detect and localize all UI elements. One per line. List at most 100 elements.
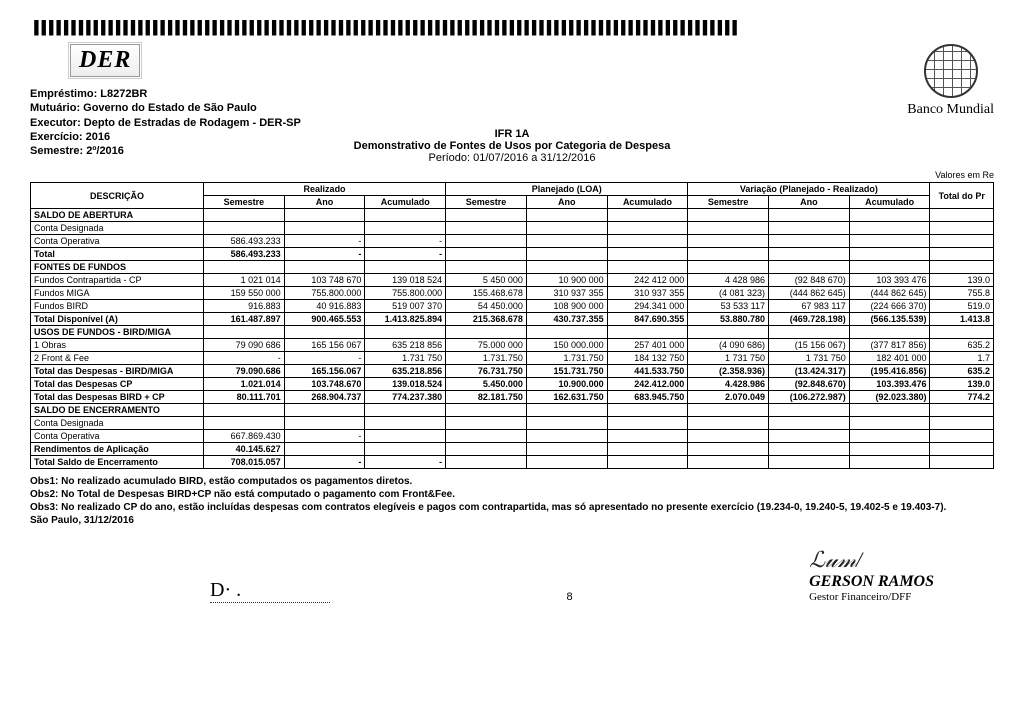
row-label: Conta Operativa	[31, 235, 204, 248]
note-2: Obs2: No Total de Despesas BIRD+CP não e…	[30, 488, 994, 501]
cell: (106.272.987)	[769, 391, 850, 404]
cell	[203, 261, 284, 274]
cell	[849, 248, 930, 261]
cell: 151.731.750	[526, 365, 607, 378]
cell	[203, 222, 284, 235]
cell: 268.904.737	[284, 391, 365, 404]
table-row: Total Saldo de Encerramento708.015.057--	[31, 456, 994, 469]
table-row: Fundos Contrapartida - CP1 021 014103 74…	[31, 274, 994, 287]
cell: (13.424.317)	[769, 365, 850, 378]
cell	[607, 430, 688, 443]
cell	[688, 261, 769, 274]
table-row: USOS DE FUNDOS - BIRD/MIGA	[31, 326, 994, 339]
cell	[688, 430, 769, 443]
cell	[930, 417, 994, 430]
cell	[365, 326, 446, 339]
cell	[769, 456, 850, 469]
cell: (444 862 645)	[769, 287, 850, 300]
table-row: 1 Obras79 090 686165 156 067635 218 8567…	[31, 339, 994, 352]
row-label: Fundos BIRD	[31, 300, 204, 313]
table-row: Total das Despesas CP1.021.014103.748.67…	[31, 378, 994, 391]
cell	[849, 456, 930, 469]
cell	[688, 404, 769, 417]
cell: -	[365, 235, 446, 248]
cell	[203, 417, 284, 430]
cell: 40 916.883	[284, 300, 365, 313]
table-row: FONTES DE FUNDOS	[31, 261, 994, 274]
table-row: 2 Front & Fee--1.731 7501.731.7501.731.7…	[31, 352, 994, 365]
cell: 103 748 670	[284, 274, 365, 287]
cell: 139.018.524	[365, 378, 446, 391]
notes-block: Obs1: No realizado acumulado BIRD, estão…	[30, 475, 994, 527]
cell	[930, 443, 994, 456]
row-label: Total Disponível (A)	[31, 313, 204, 326]
bank-name: Banco Mundial	[907, 102, 994, 118]
cell	[688, 248, 769, 261]
cell: -	[284, 430, 365, 443]
cell: 586.493.233	[203, 248, 284, 261]
row-label: Conta Designada	[31, 417, 204, 430]
cell	[284, 326, 365, 339]
cell	[526, 222, 607, 235]
col-plan-sem: Semestre	[446, 196, 527, 209]
cell	[930, 326, 994, 339]
table-row: Total586.493.233--	[31, 248, 994, 261]
cell: 1.731.750	[526, 352, 607, 365]
meta-emprestimo: Empréstimo: L8272BR	[30, 87, 301, 101]
financial-table: DESCRIÇÃO Realizado Planejado (LOA) Vari…	[30, 182, 994, 469]
row-label: 1 Obras	[31, 339, 204, 352]
cell: (469.728.198)	[769, 313, 850, 326]
cell: 159 550 000	[203, 287, 284, 300]
cell: (2.358.936)	[688, 365, 769, 378]
cell	[446, 417, 527, 430]
row-label: Total	[31, 248, 204, 261]
note-3: Obs3: No realizado CP do ano, estão incl…	[30, 501, 994, 514]
cell: 667.869.430	[203, 430, 284, 443]
cell	[284, 404, 365, 417]
note-1: Obs1: No realizado acumulado BIRD, estão…	[30, 475, 994, 488]
cell: 54 450.000	[446, 300, 527, 313]
place-date: São Paulo, 31/12/2016	[30, 514, 994, 527]
cell	[849, 222, 930, 235]
meta-exercicio: Exercício: 2016	[30, 130, 301, 144]
cell: 586.493.233	[203, 235, 284, 248]
row-label: Fundos MIGA	[31, 287, 204, 300]
row-label: 2 Front & Fee	[31, 352, 204, 365]
table-row: Fundos BIRD916.88340 916.883519 007 3705…	[31, 300, 994, 313]
col-var-acum: Acumulado	[849, 196, 930, 209]
cell: 162.631.750	[526, 391, 607, 404]
table-row: Conta Designada	[31, 417, 994, 430]
cell: 441.533.750	[607, 365, 688, 378]
document-meta: Empréstimo: L8272BR Mutuário: Governo do…	[30, 87, 301, 158]
cell: 215.368.678	[446, 313, 527, 326]
cell	[203, 209, 284, 222]
cell	[365, 430, 446, 443]
cell	[446, 430, 527, 443]
col-total: Total do Pr	[930, 183, 994, 209]
cell: 1.413.825.894	[365, 313, 446, 326]
cell	[607, 326, 688, 339]
cell	[930, 222, 994, 235]
cell	[526, 326, 607, 339]
cell	[446, 456, 527, 469]
table-row: Rendimentos de Aplicação40.145.627	[31, 443, 994, 456]
cell: (92 848 670)	[769, 274, 850, 287]
col-real-acum: Acumulado	[365, 196, 446, 209]
cell: 103 393 476	[849, 274, 930, 287]
der-logo: DER	[70, 44, 140, 77]
table-body: SALDO DE ABERTURAConta DesignadaConta Op…	[31, 209, 994, 469]
cell	[203, 326, 284, 339]
col-plan-ano: Ano	[526, 196, 607, 209]
cell: 139.0	[930, 378, 994, 391]
cell	[607, 456, 688, 469]
cell	[688, 443, 769, 456]
cell: 103.748.670	[284, 378, 365, 391]
cell: (195.416.856)	[849, 365, 930, 378]
cell	[930, 404, 994, 417]
cell: 5 450 000	[446, 274, 527, 287]
cell	[284, 209, 365, 222]
cell: 82.181.750	[446, 391, 527, 404]
cell	[769, 430, 850, 443]
cell: 683.945.750	[607, 391, 688, 404]
cell	[446, 235, 527, 248]
